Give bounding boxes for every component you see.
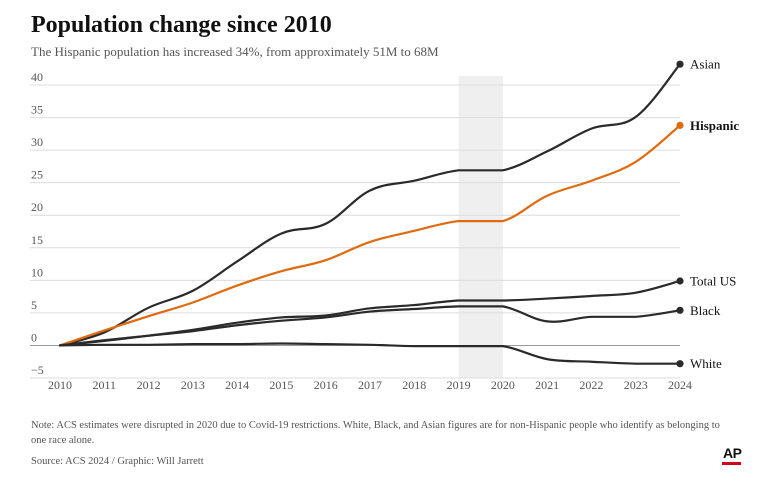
x-tick-label: 2010: [48, 378, 72, 392]
y-tick-label: 25: [31, 168, 43, 182]
chart-subtitle: The Hispanic population has increased 34…: [31, 44, 439, 59]
series-line-black: [58, 305, 682, 347]
series-line-white: [58, 342, 682, 365]
chart-note: Note: ACS estimates were disrupted in 20…: [31, 420, 720, 446]
line-chart: −5 0 5 10 15 20 25 30 35 40 2010 2011 2012 2013 2014 2…: [30, 60, 739, 392]
x-tick-label: 2024: [668, 378, 692, 392]
x-tick-label: 2021: [535, 378, 559, 392]
x-tick-label: 2019: [447, 378, 471, 392]
y-tick-label: 10: [31, 265, 43, 279]
series-endpoint-white: [676, 360, 684, 368]
x-tick-label: 2013: [181, 378, 205, 392]
x-tick-label: 2018: [402, 378, 426, 392]
x-tick-label: 2020: [491, 378, 515, 392]
y-tick-label: 5: [31, 298, 37, 312]
series-endpoint-hispanic: [676, 121, 684, 129]
series-label-asian: Asian: [690, 60, 721, 72]
chart-title: Population change since 2010: [31, 12, 332, 38]
series-label-hispanic: Hispanic: [690, 118, 739, 133]
covid-shaded-band: [458, 76, 503, 378]
ap-logo: AP: [722, 445, 744, 465]
y-tick-label: 20: [31, 200, 43, 214]
x-tick-label: 2011: [93, 378, 117, 392]
series-line-hispanic: [58, 124, 682, 347]
ap-logo-bar: [722, 462, 741, 465]
ap-logo-text: AP: [723, 445, 742, 461]
x-tick-label: 2022: [579, 378, 603, 392]
series-label-white: White: [690, 356, 722, 371]
series-label-total-us: Total US: [690, 273, 736, 288]
y-tick-label: 15: [31, 233, 43, 247]
x-tick-label: 2017: [358, 378, 382, 392]
y-tick-label: −5: [31, 363, 44, 377]
x-tick-label: 2012: [137, 378, 161, 392]
x-tick-label: 2015: [269, 378, 293, 392]
y-tick-label: 35: [31, 103, 43, 117]
x-tick-label: 2016: [314, 378, 338, 392]
series-line-asian: [58, 63, 682, 347]
x-tick-label: 2023: [624, 378, 648, 392]
x-tick-label: 2014: [225, 378, 249, 392]
series-endpoint-total-us: [676, 277, 684, 285]
series-label-black: Black: [690, 303, 721, 318]
y-tick-label: 30: [31, 135, 43, 149]
y-tick-label: 40: [31, 70, 43, 84]
series-endpoint-asian: [676, 60, 684, 68]
y-tick-label: 0: [31, 330, 37, 344]
series-endpoint-black: [676, 306, 684, 314]
chart-source: Source: ACS 2024 / Graphic: Will Jarrett: [31, 456, 204, 467]
